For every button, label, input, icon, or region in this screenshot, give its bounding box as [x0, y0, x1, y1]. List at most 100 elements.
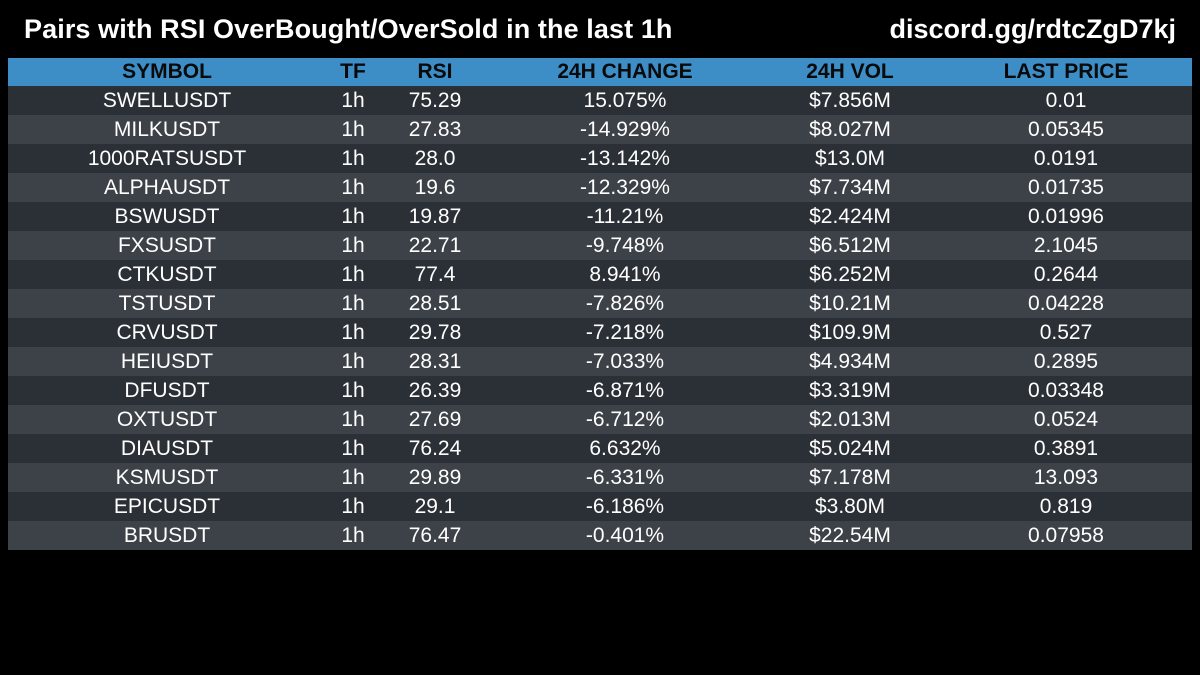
cell-last-price: 13.093	[940, 463, 1192, 492]
cell-symbol: DFUSDT	[8, 376, 326, 405]
table-row: HEIUSDT 1h 28.31 -7.033% $4.934M 0.2895	[8, 347, 1192, 376]
cell-24h-vol: $5.024M	[760, 434, 940, 463]
cell-last-price: 0.01735	[940, 173, 1192, 202]
cell-last-price: 0.527	[940, 318, 1192, 347]
table-row: ALPHAUSDT 1h 19.6 -12.329% $7.734M 0.01735	[8, 173, 1192, 202]
cell-rsi: 29.78	[380, 318, 490, 347]
cell-symbol: BSWUSDT	[8, 202, 326, 231]
cell-tf: 1h	[326, 492, 380, 521]
cell-24h-vol: $7.178M	[760, 463, 940, 492]
cell-rsi: 26.39	[380, 376, 490, 405]
cell-symbol: OXTUSDT	[8, 405, 326, 434]
cell-symbol: 1000RATSUSDT	[8, 144, 326, 173]
cell-24h-vol: $7.734M	[760, 173, 940, 202]
table-row: MILKUSDT 1h 27.83 -14.929% $8.027M 0.05345	[8, 115, 1192, 144]
cell-tf: 1h	[326, 86, 380, 115]
cell-rsi: 76.24	[380, 434, 490, 463]
cell-last-price: 0.04228	[940, 289, 1192, 318]
cell-symbol: HEIUSDT	[8, 347, 326, 376]
cell-symbol: BRUSDT	[8, 521, 326, 550]
cell-24h-change: 8.941%	[490, 260, 760, 289]
table-row: SWELLUSDT 1h 75.29 15.075% $7.856M 0.01	[8, 86, 1192, 115]
cell-24h-vol: $6.252M	[760, 260, 940, 289]
cell-tf: 1h	[326, 231, 380, 260]
cell-symbol: CTKUSDT	[8, 260, 326, 289]
cell-last-price: 0.0524	[940, 405, 1192, 434]
cell-last-price: 0.0191	[940, 144, 1192, 173]
cell-last-price: 0.2644	[940, 260, 1192, 289]
cell-last-price: 0.01	[940, 86, 1192, 115]
table-row: BSWUSDT 1h 19.87 -11.21% $2.424M 0.01996	[8, 202, 1192, 231]
cell-24h-vol: $3.80M	[760, 492, 940, 521]
cell-tf: 1h	[326, 318, 380, 347]
cell-rsi: 29.89	[380, 463, 490, 492]
column-header-tf[interactable]: TF	[326, 58, 380, 86]
cell-symbol: CRVUSDT	[8, 318, 326, 347]
cell-last-price: 0.2895	[940, 347, 1192, 376]
column-header-24h-vol[interactable]: 24H VOL	[760, 58, 940, 86]
cell-24h-vol: $13.0M	[760, 144, 940, 173]
cell-24h-vol: $4.934M	[760, 347, 940, 376]
cell-rsi: 19.87	[380, 202, 490, 231]
column-header-24h-change[interactable]: 24H CHANGE	[490, 58, 760, 86]
table-row: 1000RATSUSDT 1h 28.0 -13.142% $13.0M 0.0191	[8, 144, 1192, 173]
cell-24h-change: -0.401%	[490, 521, 760, 550]
cell-24h-vol: $109.9M	[760, 318, 940, 347]
cell-symbol: KSMUSDT	[8, 463, 326, 492]
cell-tf: 1h	[326, 521, 380, 550]
cell-24h-vol: $2.424M	[760, 202, 940, 231]
cell-tf: 1h	[326, 463, 380, 492]
table-row: BRUSDT 1h 76.47 -0.401% $22.54M 0.07958	[8, 521, 1192, 550]
cell-rsi: 28.0	[380, 144, 490, 173]
table-row: CRVUSDT 1h 29.78 -7.218% $109.9M 0.527	[8, 318, 1192, 347]
cell-tf: 1h	[326, 347, 380, 376]
discord-link[interactable]: discord.gg/rdtcZgD7kj	[889, 14, 1176, 44]
cell-24h-change: -13.142%	[490, 144, 760, 173]
cell-24h-vol: $22.54M	[760, 521, 940, 550]
cell-last-price: 0.3891	[940, 434, 1192, 463]
cell-last-price: 0.01996	[940, 202, 1192, 231]
cell-tf: 1h	[326, 115, 380, 144]
cell-24h-change: -6.331%	[490, 463, 760, 492]
cell-rsi: 29.1	[380, 492, 490, 521]
table-row: DFUSDT 1h 26.39 -6.871% $3.319M 0.03348	[8, 376, 1192, 405]
table-row: CTKUSDT 1h 77.4 8.941% $6.252M 0.2644	[8, 260, 1192, 289]
table-row: KSMUSDT 1h 29.89 -6.331% $7.178M 13.093	[8, 463, 1192, 492]
rsi-table: SYMBOL TF RSI 24H CHANGE 24H VOL LAST PR…	[8, 58, 1192, 550]
cell-24h-change: -11.21%	[490, 202, 760, 231]
cell-symbol: FXSUSDT	[8, 231, 326, 260]
column-header-rsi[interactable]: RSI	[380, 58, 490, 86]
cell-rsi: 19.6	[380, 173, 490, 202]
cell-24h-change: 6.632%	[490, 434, 760, 463]
cell-24h-vol: $8.027M	[760, 115, 940, 144]
cell-rsi: 28.51	[380, 289, 490, 318]
cell-24h-vol: $6.512M	[760, 231, 940, 260]
table-header-row: SYMBOL TF RSI 24H CHANGE 24H VOL LAST PR…	[8, 58, 1192, 86]
cell-rsi: 77.4	[380, 260, 490, 289]
cell-24h-vol: $3.319M	[760, 376, 940, 405]
cell-24h-change: -6.712%	[490, 405, 760, 434]
table-row: TSTUSDT 1h 28.51 -7.826% $10.21M 0.04228	[8, 289, 1192, 318]
cell-tf: 1h	[326, 434, 380, 463]
cell-24h-change: -6.871%	[490, 376, 760, 405]
cell-rsi: 75.29	[380, 86, 490, 115]
table-row: EPICUSDT 1h 29.1 -6.186% $3.80M 0.819	[8, 492, 1192, 521]
cell-24h-change: 15.075%	[490, 86, 760, 115]
column-header-symbol[interactable]: SYMBOL	[8, 58, 326, 86]
cell-tf: 1h	[326, 202, 380, 231]
cell-24h-change: -7.033%	[490, 347, 760, 376]
column-header-last-price[interactable]: LAST PRICE	[940, 58, 1192, 86]
cell-rsi: 27.69	[380, 405, 490, 434]
table-row: DIAUSDT 1h 76.24 6.632% $5.024M 0.3891	[8, 434, 1192, 463]
cell-24h-vol: $2.013M	[760, 405, 940, 434]
table-row: FXSUSDT 1h 22.71 -9.748% $6.512M 2.1045	[8, 231, 1192, 260]
cell-rsi: 27.83	[380, 115, 490, 144]
cell-rsi: 22.71	[380, 231, 490, 260]
header: Pairs with RSI OverBought/OverSold in th…	[0, 0, 1200, 58]
cell-last-price: 0.819	[940, 492, 1192, 521]
cell-symbol: SWELLUSDT	[8, 86, 326, 115]
cell-tf: 1h	[326, 144, 380, 173]
cell-24h-change: -7.826%	[490, 289, 760, 318]
cell-24h-change: -12.329%	[490, 173, 760, 202]
cell-symbol: DIAUSDT	[8, 434, 326, 463]
